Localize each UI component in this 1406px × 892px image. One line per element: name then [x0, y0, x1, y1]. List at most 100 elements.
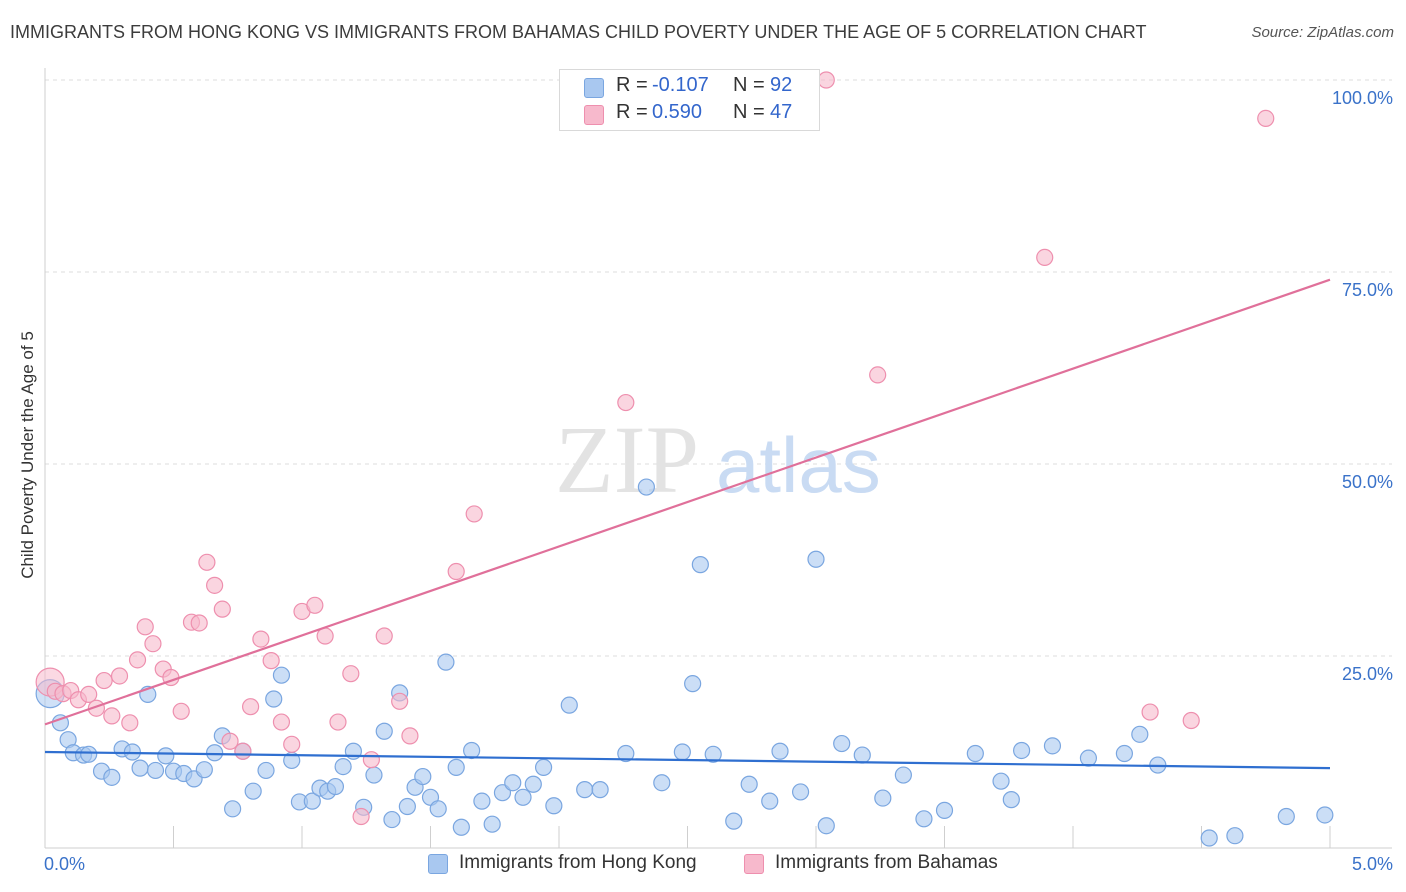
hong-kong-point	[740, 775, 758, 793]
bahamas-point	[262, 652, 280, 670]
r-label: R =	[616, 74, 648, 96]
bahamas-point	[375, 627, 393, 645]
bahamas-point	[362, 751, 380, 769]
hong-kong-point	[673, 743, 691, 761]
trend-lines	[44, 278, 1331, 770]
hong-kong-point	[684, 675, 702, 693]
bahamas-point	[1036, 248, 1054, 267]
bahamas-point	[234, 742, 252, 760]
y-tick-label: 75.0%	[1342, 280, 1393, 300]
series-legend: Immigrants from Hong Kong Immigrants fro…	[0, 852, 1406, 878]
bahamas-trend-line	[44, 278, 1331, 726]
hong-kong-point	[224, 800, 242, 818]
bahamas-point	[272, 713, 291, 731]
bahamas-point	[213, 600, 231, 618]
hong-kong-point	[334, 757, 352, 776]
hong-kong-point	[303, 792, 321, 810]
hong-kong-point	[326, 777, 345, 796]
hong-kong-point	[966, 744, 984, 763]
hong-kong-point	[1200, 829, 1218, 847]
hong-kong-point	[771, 742, 789, 760]
y-tick-label: 25.0%	[1342, 664, 1393, 684]
n-value: 47	[770, 101, 793, 123]
hong-kong-point	[375, 722, 393, 740]
hong-kong-point	[691, 556, 709, 574]
hong-kong-point	[1012, 741, 1031, 760]
hong-kong-point	[791, 783, 810, 801]
x-tick-label-min: 0.0%	[44, 854, 85, 874]
bahamas-point	[1182, 711, 1200, 730]
hong-kong-point	[206, 744, 224, 762]
hong-kong-point	[504, 774, 522, 792]
legend-swatch-blue	[428, 854, 448, 874]
bahamas-point	[144, 635, 162, 653]
hong-kong-points	[35, 478, 1334, 847]
legend-swatch-pink	[744, 854, 764, 874]
bahamas-point	[401, 727, 419, 745]
hong-kong-point	[483, 815, 501, 833]
chart-title: IMMIGRANTS FROM HONG KONG VS IMMIGRANTS …	[10, 22, 1147, 42]
tick-labels: 100.0% 75.0% 50.0% 25.0% 0.0% 5.0%	[44, 88, 1393, 874]
hong-kong-point	[761, 792, 779, 810]
hong-kong-point	[1277, 807, 1295, 826]
legend-row-bahamas: R = 0.590 N = 47	[560, 101, 819, 127]
hong-kong-point	[514, 788, 532, 806]
n-label: N =	[733, 101, 765, 123]
hong-kong-point	[915, 810, 933, 828]
hong-kong-point	[447, 758, 465, 776]
hong-kong-point	[146, 761, 165, 780]
x-tick-label-max: 5.0%	[1352, 854, 1393, 874]
hong-kong-point	[1002, 791, 1020, 809]
bahamas-point	[242, 698, 260, 716]
hong-kong-point	[131, 759, 149, 777]
axes	[44, 68, 1392, 849]
bahamas-point	[190, 614, 208, 632]
bahamas-point	[283, 735, 301, 753]
bahamas-point	[198, 553, 216, 571]
hong-kong-point	[473, 792, 491, 810]
hong-kong-point	[992, 772, 1010, 790]
hong-kong-point	[244, 782, 262, 800]
bahamas-point	[1257, 109, 1275, 128]
bahamas-point	[869, 366, 887, 384]
hong-kong-point	[534, 758, 553, 776]
hong-kong-point	[103, 768, 121, 786]
legend-row-hong-kong: R = -0.107 N = 92	[560, 74, 819, 100]
bahamas-point	[252, 630, 270, 648]
bahamas-point	[329, 713, 347, 731]
hong-kong-point	[383, 810, 401, 829]
bahamas-point	[817, 71, 835, 89]
hong-kong-point	[545, 797, 563, 815]
bahamas-point	[136, 618, 154, 636]
hong-kong-trend-line	[44, 750, 1331, 770]
hong-kong-point	[576, 781, 594, 799]
bahamas-point	[128, 651, 147, 669]
bahamas-point	[342, 665, 360, 683]
legend-label-hong-kong: Immigrants from Hong Kong	[459, 852, 697, 873]
source-label: Source: ZipAtlas.com	[1251, 24, 1394, 41]
bahamas-point	[306, 596, 324, 614]
legend-swatch-blue	[584, 78, 604, 98]
hong-kong-point	[560, 696, 578, 714]
legend-label-bahamas: Immigrants from Bahamas	[775, 852, 998, 873]
bahamas-point	[352, 807, 370, 826]
hong-kong-point	[1131, 725, 1149, 743]
r-value: -0.107	[652, 74, 709, 96]
hong-kong-point	[653, 774, 671, 792]
grid-lines	[45, 79, 1392, 657]
hong-kong-point	[591, 781, 609, 799]
r-label: R =	[616, 101, 648, 123]
hong-kong-point	[257, 761, 275, 780]
hong-kong-point	[365, 766, 383, 784]
hong-kong-point	[1079, 749, 1098, 767]
bahamas-point	[465, 505, 483, 523]
bahamas-point	[172, 702, 190, 720]
hong-kong-point	[414, 767, 432, 786]
hong-kong-point	[1226, 827, 1244, 845]
bahamas-point	[80, 685, 98, 704]
y-tick-label: 50.0%	[1342, 472, 1393, 492]
bahamas-point	[103, 707, 121, 725]
hong-kong-point	[157, 747, 175, 765]
stats-legend: R = -0.107 N = 92 R = 0.590 N = 47	[559, 69, 820, 131]
